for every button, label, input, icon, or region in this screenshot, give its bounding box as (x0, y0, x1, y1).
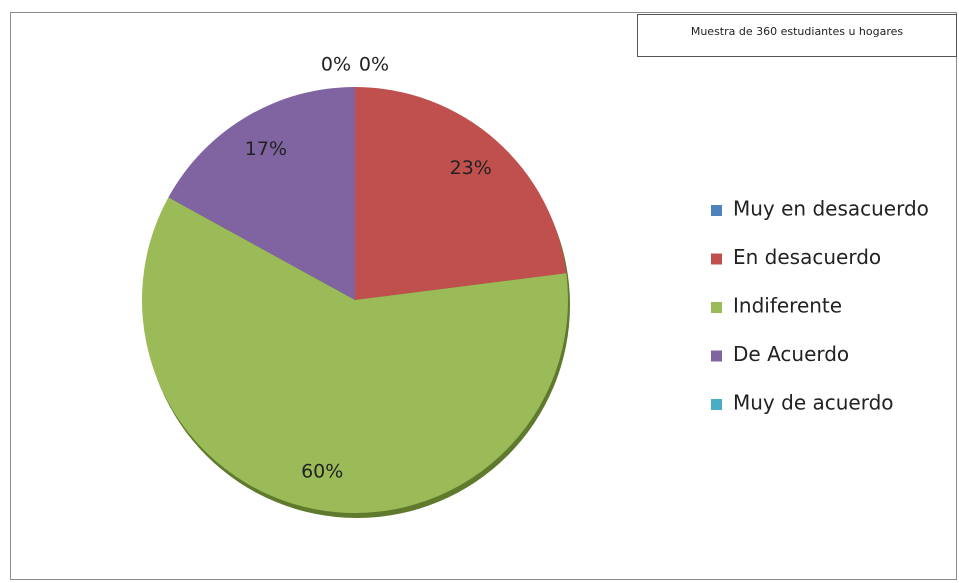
data-label: 17% (245, 138, 287, 160)
pie-slice (141, 197, 568, 513)
legend-swatch (711, 350, 722, 362)
legend-swatch (711, 399, 722, 410)
legend-label: Muy en desacuerdo (733, 197, 929, 221)
data-label: 60% (301, 460, 343, 482)
legend-label: Muy de acuerdo (733, 391, 894, 415)
pie-slice (355, 87, 567, 300)
pie-slice (168, 87, 355, 300)
legend-swatch (711, 205, 722, 216)
data-label: 0% (321, 54, 351, 76)
legend-label: En desacuerdo (733, 245, 881, 269)
legend-swatch (711, 302, 722, 313)
annotation-box (637, 14, 957, 57)
legend-label: Indiferente (733, 294, 842, 318)
legend-swatch (711, 253, 722, 265)
annotation: Muestra de 360 estudiantes u hogares (691, 25, 904, 38)
data-label: 0% (359, 54, 389, 76)
legend-label: De Acuerdo (733, 342, 849, 366)
data-label: 23% (450, 157, 492, 179)
